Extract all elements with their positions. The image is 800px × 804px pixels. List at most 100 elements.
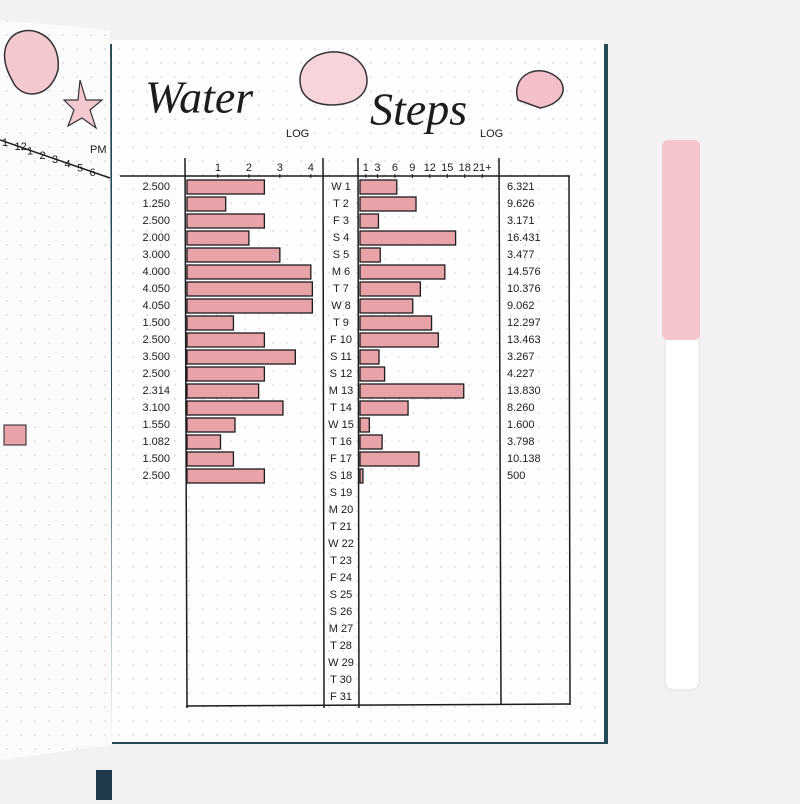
value-label: 3.000 [142,249,170,261]
value-label: 4.000 [142,266,170,278]
left-tick-label: 2 [40,150,46,162]
bar [359,468,364,484]
steps-subtitle: LOG [480,128,503,140]
x-tick-label: 18 [459,162,471,174]
day-label: S 5 [333,249,350,261]
value-label: 500 [507,470,525,482]
bar [359,230,457,246]
day-label: F 31 [330,691,352,703]
water-subtitle: LOG [286,128,309,140]
day-label: M 13 [329,385,353,397]
bar [186,264,312,280]
bar [359,349,380,365]
day-label: F 24 [330,572,352,584]
x-tick-label: 3 [277,162,283,174]
value-label: 2.000 [142,232,170,244]
day-label: T 9 [333,317,349,329]
value-label: 2.500 [142,334,170,346]
day-label: F 17 [330,453,352,465]
column-line [184,157,188,709]
value-label: 1.600 [507,419,535,431]
value-label: 10.376 [507,283,541,295]
x-tick-label: 6 [392,162,398,174]
bar [359,247,381,263]
day-label: S 26 [330,606,353,618]
bar [186,298,314,314]
bar [186,451,235,467]
value-label: 1.250 [142,198,170,210]
column-line [498,157,502,706]
left-axis-label: PM [90,144,107,156]
bar [359,264,446,280]
day-label: W 22 [328,538,354,550]
value-label: 9.626 [507,198,535,210]
day-label: M 20 [329,504,353,516]
day-label: T 21 [330,521,352,533]
left-tick-label: 12 [15,141,27,153]
bar [359,315,433,331]
value-label: 4.227 [507,368,535,380]
value-label: 8.260 [507,402,535,414]
bar [359,179,398,195]
pen-body [664,329,700,691]
value-label: 4.050 [142,300,170,312]
day-label: T 14 [330,402,352,414]
value-label: 3.267 [507,351,535,363]
value-label: 9.062 [507,300,535,312]
x-tick-label: 12 [424,162,436,174]
day-label: W 29 [328,657,354,669]
bar [186,349,296,365]
left-tick-label: 5 [77,163,83,175]
day-label: W 15 [328,419,354,431]
bar [186,230,250,246]
day-label: T 7 [333,283,349,295]
value-label: 3.477 [507,249,535,261]
shell-doodle [299,51,368,106]
value-label: 2.500 [142,470,170,482]
pen-cap [662,140,700,340]
x-tick-label: 1 [363,162,369,174]
charts: 1 2 3 42.5001.2502.5002.0003.0004.0004.0504… [142,162,540,703]
day-label: M 27 [329,623,353,635]
day-label: T 30 [330,674,352,686]
log-frame [120,157,571,709]
day-label: T 16 [330,436,352,448]
bar [186,332,266,348]
bar [359,366,386,382]
steps-title: Steps [370,84,467,135]
day-label: W 1 [331,181,351,193]
day-label: F 10 [330,334,352,346]
bar [186,315,235,331]
left-tick-label: 4 [65,158,71,170]
value-label: 1.500 [142,317,170,329]
bar [186,383,260,399]
value-label: 1.550 [142,419,170,431]
bookmark [96,770,112,800]
value-label: 2.500 [142,181,170,193]
bar [186,196,227,212]
value-label: 14.576 [507,266,541,278]
bar [186,366,266,382]
bar [359,298,414,314]
day-label: S 19 [330,487,353,499]
value-label: 16.431 [507,232,541,244]
bar [186,179,266,195]
day-label: M 6 [332,266,350,278]
bottom-line [185,703,571,707]
bar [359,196,417,212]
x-tick-label: 9 [409,162,415,174]
left-tick-label: 1 [27,146,33,158]
value-label: 12.297 [507,317,541,329]
starfish-doodle [62,79,104,130]
bar [359,417,370,433]
bar [359,332,439,348]
value-label: 3.100 [142,402,170,414]
bar [186,434,222,450]
x-tick-label: 21+ [473,162,492,174]
value-label: 3.171 [507,215,535,227]
value-label: 1.082 [142,436,170,448]
bar [186,400,284,416]
day-label: S 11 [330,351,352,363]
shell-doodle [3,29,59,95]
